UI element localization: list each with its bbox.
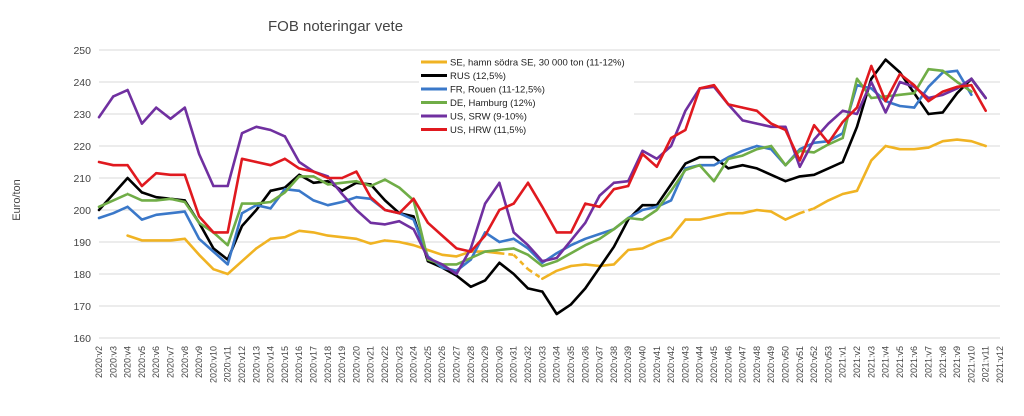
x-tick-label: 2020:v45 (709, 346, 719, 383)
x-tick-label: 2020:v43 (680, 346, 690, 383)
x-tick-label: 2021:v1 (838, 346, 848, 378)
x-tick-label: 2020:v22 (380, 346, 390, 383)
x-tick-label: 2020:v30 (494, 346, 504, 383)
x-tick-label: 2021:v10 (966, 346, 976, 383)
x-tick-label: 2020:v47 (738, 346, 748, 383)
x-tick-label: 2020:v50 (780, 346, 790, 383)
x-tick-label: 2020:v53 (823, 346, 833, 383)
legend-label: SE, hamn södra SE, 30 000 ton (11-12%) (450, 58, 625, 69)
x-tick-label: 2020:v3 (108, 346, 118, 378)
legend-label: RUS (12,5%) (450, 71, 506, 82)
legend: SE, hamn södra SE, 30 000 ton (11-12%) RU… (419, 55, 634, 142)
y-tick-label: 240 (73, 77, 91, 89)
y-tick-label: 170 (73, 301, 91, 313)
x-tick-label: 2020:v4 (123, 346, 133, 378)
x-tick-label: 2020:v42 (666, 346, 676, 383)
y-tick-label: 230 (73, 109, 91, 121)
x-tick-label: 2021:v2 (852, 346, 862, 378)
y-tick-label: 180 (73, 269, 91, 281)
x-tick-label: 2020:v39 (623, 346, 633, 383)
x-tick-label: 2020:v44 (695, 346, 705, 383)
x-tick-label: 2020:v20 (351, 346, 361, 383)
series-line-0 (126, 138, 987, 281)
legend-label: US, HRW (11,5%) (450, 125, 526, 136)
x-tick-label: 2021:v7 (923, 346, 933, 378)
x-tick-label: 2020:v5 (137, 346, 147, 378)
x-tick-label: 2020:v51 (795, 346, 805, 383)
x-tick-label: 2020:v2 (94, 346, 104, 378)
x-tick-label: 2020:v19 (337, 346, 347, 383)
legend-label: FR, Rouen (11-12,5%) (450, 85, 545, 96)
x-tick-label: 2020:v9 (194, 346, 204, 378)
x-tick-label: 2020:v40 (637, 346, 647, 383)
x-tick-label: 2021:v5 (895, 346, 905, 378)
x-tick-label: 2020:v21 (366, 346, 376, 383)
x-tick-label: 2021:v9 (952, 346, 962, 378)
x-tick-label: 2021:v4 (881, 346, 891, 378)
x-tick-label: 2020:v52 (809, 346, 819, 383)
series-line-5 (97, 64, 987, 253)
x-tick-label: 2020:v41 (652, 346, 662, 383)
x-tick-label: 2021:v8 (938, 346, 948, 378)
x-tick-label: 2020:v8 (180, 346, 190, 378)
x-tick-label: 2020:v28 (466, 346, 476, 383)
x-tick-label: 2020:v31 (509, 346, 519, 383)
series-path (126, 138, 987, 281)
series-path (97, 64, 987, 253)
x-tick-label: 2020:v29 (480, 346, 490, 383)
x-tick-label: 2020:v13 (251, 346, 261, 383)
x-tick-label: 2020:v25 (423, 346, 433, 383)
x-tick-label: 2020:v12 (237, 346, 247, 383)
y-tick-label: 200 (73, 205, 91, 217)
legend-label: DE, Hamburg (12%) (450, 98, 536, 109)
x-tick-label: 2020:v26 (437, 346, 447, 383)
x-tick-label: 2020:v23 (394, 346, 404, 383)
x-tick-label: 2020:v46 (723, 346, 733, 383)
series-path-dashed (499, 207, 815, 280)
x-tick-label: 2020:v33 (537, 346, 547, 383)
x-tick-label: 2020:v24 (409, 346, 419, 383)
x-tick-label: 2020:v36 (580, 346, 590, 383)
x-tick-label: 2020:v10 (208, 346, 218, 383)
legend-background (419, 55, 634, 142)
x-tick-label: 2020:v37 (595, 346, 605, 383)
x-tick-label: 2020:v35 (566, 346, 576, 383)
x-tick-label: 2020:v17 (309, 346, 319, 383)
x-tick-label: 2021:v12 (995, 346, 1005, 383)
x-tick-label: 2020:v18 (323, 346, 333, 383)
series-lines (97, 58, 987, 316)
x-tick-label: 2020:v7 (166, 346, 176, 378)
x-tick-label: 2020:v11 (223, 346, 233, 382)
x-tick-label: 2020:v14 (266, 346, 276, 383)
x-tick-label: 2020:v6 (151, 346, 161, 378)
x-tick-label: 2020:v38 (609, 346, 619, 383)
chart-title: FOB noteringar vete (268, 18, 403, 35)
y-tick-label: 210 (73, 173, 91, 185)
x-tick-label: 2021:v6 (909, 346, 919, 378)
x-tick-label: 2021:v11 (981, 346, 991, 382)
y-axis-label: Euro/ton (11, 179, 23, 221)
x-tick-label: 2020:v16 (294, 346, 304, 383)
y-axis-ticks: 160 170 180 190 200 210 220 230 240 250 (73, 45, 91, 345)
x-tick-label: 2020:v27 (452, 346, 462, 383)
y-tick-label: 190 (73, 237, 91, 249)
x-tick-label: 2020:v15 (280, 346, 290, 383)
x-axis-ticks: 2020:v2 2020:v3 2020:v4 2020:v5 2020:v6 2020:… (94, 346, 1005, 383)
x-tick-label: 2020:v49 (766, 346, 776, 383)
y-tick-label: 160 (73, 333, 91, 345)
y-tick-label: 250 (73, 45, 91, 57)
x-tick-label: 2020:v34 (552, 346, 562, 383)
legend-label: US, SRW (9-10%) (450, 112, 527, 123)
x-tick-label: 2020:v32 (523, 346, 533, 383)
y-tick-label: 220 (73, 141, 91, 153)
x-tick-label: 2021:v3 (866, 346, 876, 378)
x-tick-label: 2020:v48 (752, 346, 762, 383)
